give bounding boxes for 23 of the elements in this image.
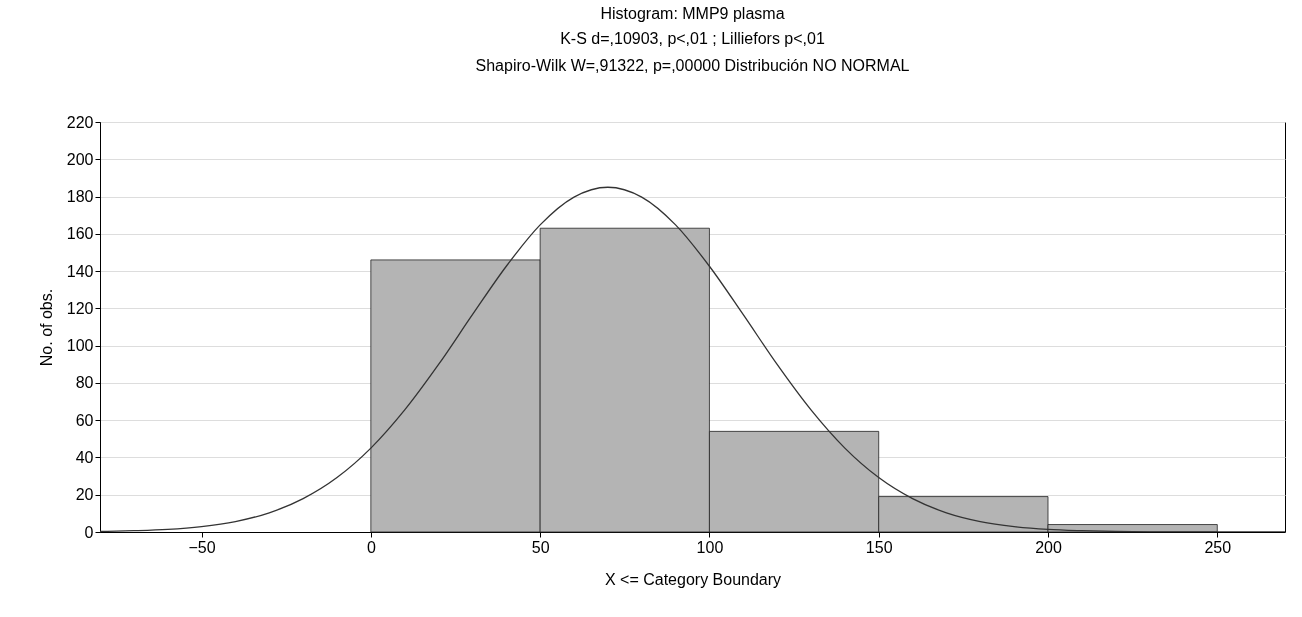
x-tick-label: 0 <box>366 538 376 556</box>
y-tick-label: 60 <box>75 411 94 429</box>
y-tick-label: 0 <box>84 523 94 541</box>
x-tick-label: 150 <box>865 538 893 556</box>
y-tick-label: 200 <box>66 150 94 168</box>
x-tick-label: −50 <box>188 538 216 556</box>
x-tick-label: 250 <box>1204 538 1232 556</box>
x-tick-label: 200 <box>1035 538 1062 556</box>
chart-title: Histogram: MMP9 plasma <box>600 5 785 22</box>
x-tick-label: 100 <box>696 538 724 556</box>
y-tick-label: 120 <box>66 299 94 317</box>
x-axis-title: X <= Category Boundary <box>604 570 782 588</box>
y-tick-label: 220 <box>66 113 94 131</box>
y-tick-label: 80 <box>75 374 94 392</box>
y-axis-title: No. of obs. <box>37 288 55 367</box>
y-tick-label: 160 <box>66 225 94 243</box>
x-tick-label: 50 <box>531 538 550 556</box>
y-tick-label: 20 <box>75 486 94 504</box>
chart-subtitle: K-S d=,10903, p<,01 ; Lilliefors p<,01 Shapiro-Wilk W=,91322, p=,00000 Distribución NO NORMAL <box>475 30 910 74</box>
y-tick-label: 40 <box>75 448 94 466</box>
y-tick-label: 140 <box>66 262 94 280</box>
y-tick-label: 100 <box>66 337 94 355</box>
y-tick-label: 180 <box>66 188 94 206</box>
